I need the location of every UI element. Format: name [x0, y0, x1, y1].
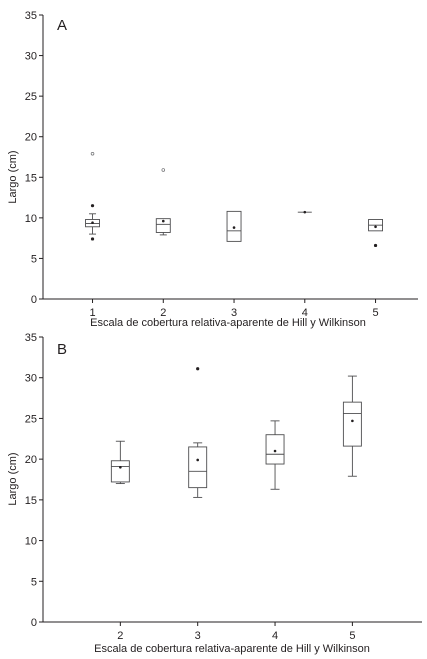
- panel-b-x-tick-label: 4: [272, 630, 278, 642]
- box-iqr: [110, 460, 130, 483]
- outlier-point: [373, 243, 378, 248]
- panel-b-box-5: [342, 375, 362, 477]
- panel-a-y-tick-label: 20: [25, 132, 37, 144]
- panel-b-box-2: [110, 440, 130, 485]
- outlier-point: [90, 237, 95, 241]
- panel-b-y-tick-label: 15: [25, 495, 37, 507]
- box-iqr: [188, 446, 208, 489]
- panel-b-x-tick-label: 5: [349, 630, 355, 642]
- mean-marker: [351, 419, 354, 423]
- outlier-point: [90, 204, 95, 208]
- panel-a-y-tick-label: 35: [25, 10, 37, 22]
- panel-a-box-5: [368, 219, 383, 248]
- outlier-point: [196, 367, 200, 371]
- panel-b-y-tick-label: 0: [31, 617, 37, 629]
- mean-marker: [374, 225, 377, 229]
- panel-a-x-tick-label: 2: [160, 307, 166, 319]
- panel-a-box-1: [85, 152, 100, 241]
- panel-b-x-tick-label: 3: [195, 630, 201, 642]
- panel-a-y-tick-label: 10: [25, 213, 37, 225]
- panel-b-y-tick-label: 5: [31, 576, 37, 588]
- panel-b-y-tick-label: 10: [25, 536, 37, 548]
- outlier-point: [90, 152, 95, 156]
- panel-a-y-tick-label: 25: [25, 91, 37, 103]
- panel-b-y-tick-label: 20: [25, 454, 37, 466]
- panel-b-y-tick-label: 35: [25, 332, 37, 344]
- mean-marker: [161, 219, 165, 223]
- mean-marker: [91, 221, 94, 225]
- panel-a-x-tick-label: 1: [89, 307, 95, 319]
- panel-a-y-tick-label: 30: [25, 51, 37, 63]
- panel-b: B Largo (cm) Escala de cobertura relativ…: [7, 332, 422, 655]
- panel-b-x-tick-label: 2: [117, 630, 123, 642]
- panel-a-y-tick-label: 0: [31, 294, 37, 306]
- mean-marker: [119, 465, 122, 469]
- box-iqr: [226, 210, 242, 242]
- panel-a-y-tick-label: 15: [25, 172, 37, 184]
- outlier-point: [161, 168, 166, 172]
- panel-b-label: B: [57, 341, 67, 358]
- panel-a-box-3: [226, 210, 242, 242]
- panel-b-box-3: [188, 367, 208, 498]
- panel-b-y-tick-label: 30: [25, 373, 37, 385]
- panel-a-x-tick-label: 3: [231, 307, 237, 319]
- mean-marker: [232, 226, 236, 229]
- panel-a-box-2: [155, 168, 171, 236]
- panel-a-x-tick-label: 5: [372, 307, 378, 319]
- panel-b-x-axis-label: Escala de cobertura relativa-aparente de…: [94, 643, 370, 655]
- panel-a-label: A: [57, 17, 67, 34]
- panel-b-box-4: [265, 420, 285, 490]
- mean-marker: [273, 449, 277, 453]
- panel-b-y-tick-label: 25: [25, 413, 37, 425]
- panel-b-y-axis-label: Largo (cm): [7, 452, 19, 505]
- box-iqr: [155, 218, 171, 233]
- panel-a-box-4: [297, 210, 312, 214]
- panel-a-x-axis-label: Escala de cobertura relativa-aparente de…: [90, 317, 366, 329]
- panel-a-y-tick-label: 5: [31, 253, 37, 265]
- mean-marker: [303, 210, 307, 214]
- mean-marker: [196, 458, 199, 462]
- panel-a-y-axis-label: Largo (cm): [7, 150, 19, 203]
- panel-a: A Largo (cm) Escala de cobertura relativ…: [7, 10, 418, 329]
- box-iqr: [265, 434, 285, 465]
- box-iqr: [342, 401, 362, 447]
- panel-a-x-tick-label: 4: [302, 307, 308, 319]
